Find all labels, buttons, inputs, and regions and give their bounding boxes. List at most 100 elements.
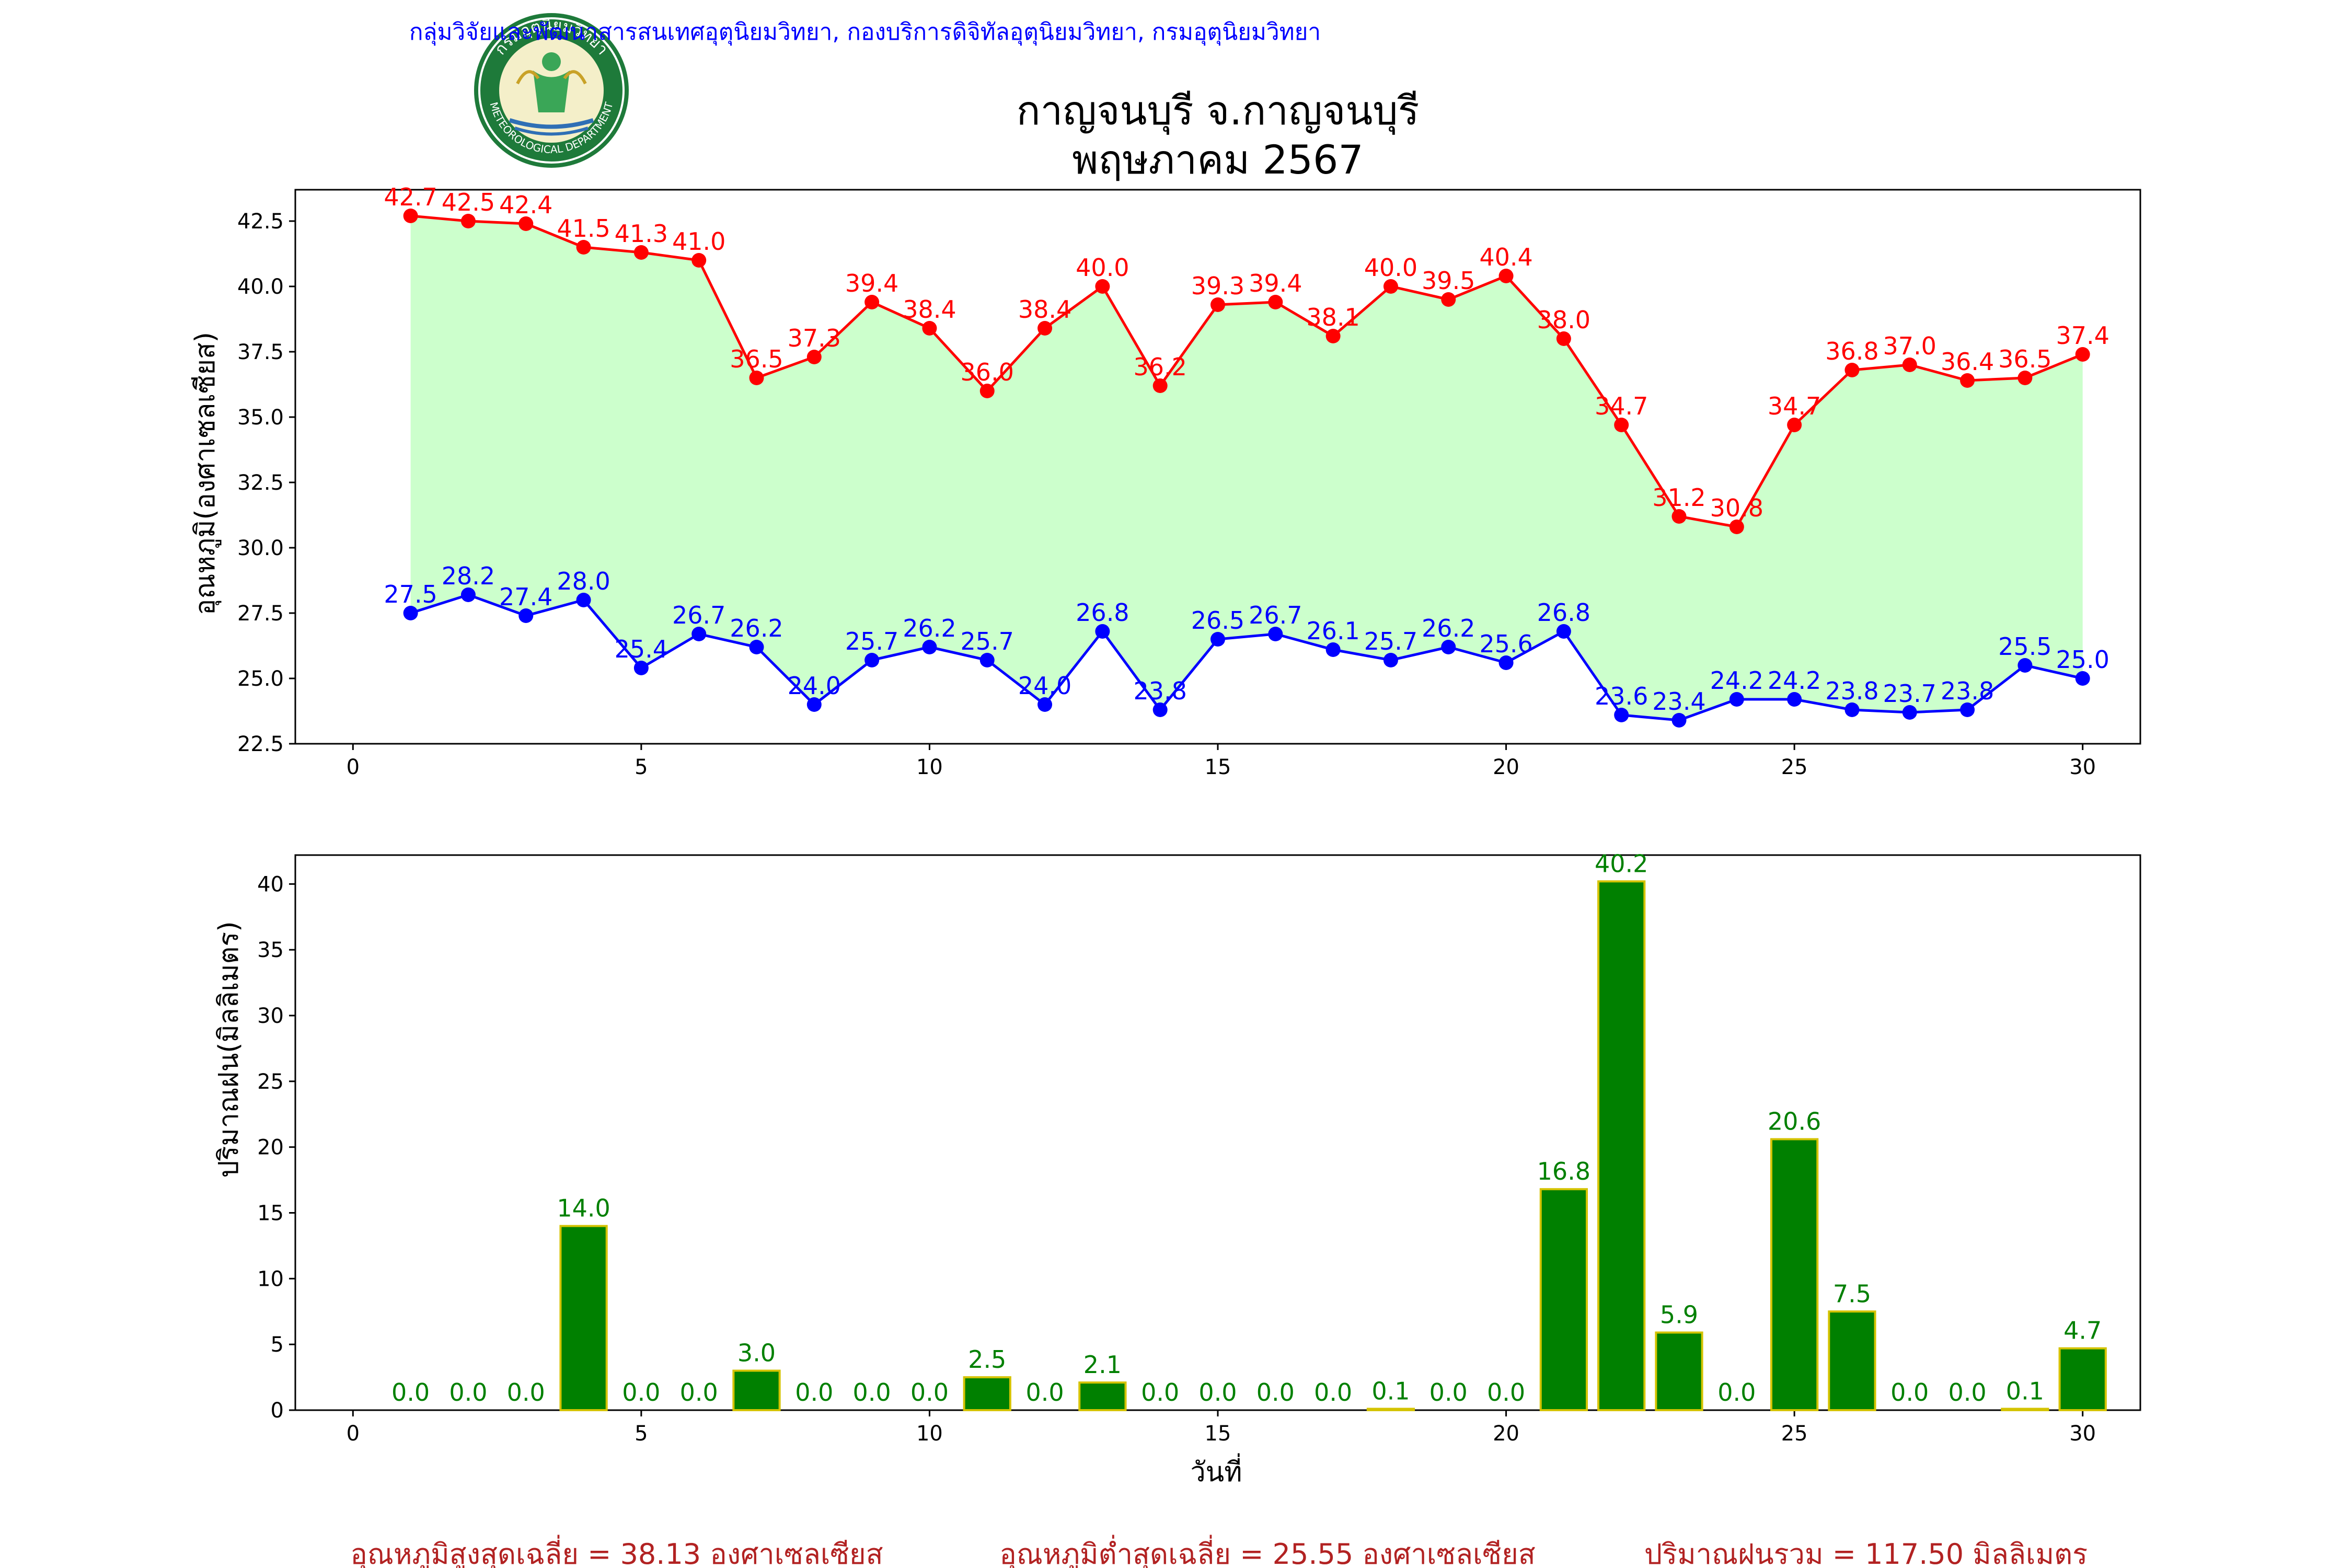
y-tick-label: 5 (271, 1333, 284, 1357)
rainfall-data-label: 0.0 (1890, 1378, 1929, 1406)
max-temperature-data-label: 42.4 (499, 191, 552, 219)
rainfall-bar (559, 1225, 608, 1411)
x-tick-label: 0 (347, 1422, 360, 1446)
x-tick-label: 10 (916, 755, 943, 779)
min-temperature-point (922, 640, 937, 654)
min-temperature-data-label: 23.7 (1883, 679, 1936, 708)
y-tick-label: 20 (257, 1136, 284, 1160)
y-tick-label: 0 (271, 1399, 284, 1423)
min-temperature-point (691, 627, 707, 641)
max-temperature-point (1787, 418, 1802, 432)
rainfall-data-label: 0.0 (449, 1378, 487, 1406)
max-temperature-data-label: 39.5 (1422, 267, 1475, 295)
rainfall-data-label: 0.0 (507, 1378, 545, 1406)
department-text: กลุ่มวิจัยและพัฒนาสารสนเทศอุตุนิยมวิทยา,… (409, 19, 1321, 46)
max-temperature-data-label: 40.0 (1076, 253, 1129, 282)
max-temperature-data-label: 40.4 (1479, 243, 1532, 271)
min-temperature-point (2017, 658, 2033, 673)
min-temperature-point (1614, 708, 1629, 722)
x-tick-label: 25 (1781, 1422, 1808, 1446)
max-temperature-data-label: 41.5 (557, 214, 610, 243)
chart-title-month: พฤษภาคม 2567 (1072, 136, 1364, 183)
rainfall-data-label: 5.9 (1660, 1301, 1698, 1329)
max-temperature-point (806, 350, 822, 364)
max-temperature-point (1614, 418, 1629, 432)
rainfall-data-label: 0.1 (2006, 1377, 2044, 1405)
rainfall-data-label: 16.8 (1537, 1157, 1590, 1185)
y-tick-label: 37.5 (237, 340, 284, 364)
rainfall-data-label: 0.0 (1314, 1378, 1352, 1406)
max-temperature-point (864, 295, 880, 309)
max-temperature-point (2017, 371, 2033, 385)
x-tick-label: 25 (1781, 755, 1808, 779)
temperature-axis-label: อุณหภูมิ(องศาเซลเซียส) (190, 332, 222, 615)
rainfall-axis-label: ปริมาณฝน(มิลลิเมตร) (213, 921, 245, 1178)
max-temperature-point (1037, 321, 1053, 336)
min-temperature-point (1210, 632, 1225, 647)
min-temperature-data-label: 25.7 (1364, 627, 1417, 655)
max-temperature-data-label: 31.2 (1652, 483, 1705, 512)
rainfall-data-label: 2.1 (1083, 1351, 1122, 1379)
max-temperature-point (1152, 378, 1168, 393)
max-temperature-data-label: 36.5 (1998, 345, 2051, 373)
max-temperature-data-label: 40.0 (1364, 253, 1417, 282)
min-temperature-point (1095, 624, 1110, 639)
rainfall-data-label: 7.5 (1833, 1279, 1871, 1308)
max-temperature-point (1844, 363, 1860, 377)
x-tick-label: 15 (1205, 1422, 1231, 1446)
rainfall-data-label: 0.0 (1256, 1378, 1295, 1406)
min-temperature-point (806, 697, 822, 712)
min-temperature-point (1498, 655, 1514, 670)
min-temperature-data-label: 26.8 (1537, 598, 1590, 627)
min-temperature-data-label: 25.6 (1479, 630, 1532, 658)
rainfall-data-label: 0.0 (1025, 1378, 1064, 1406)
min-temperature-point (1729, 692, 1744, 707)
max-temperature-point (403, 209, 418, 223)
max-temperature-data-label: 36.0 (961, 358, 1014, 386)
y-tick-label: 40 (257, 872, 284, 896)
min-temperature-point (1671, 713, 1687, 728)
day-axis-label: วันที่ (1190, 1453, 1242, 1488)
rainfall-bar (2058, 1347, 2107, 1412)
rainfall-bar (1828, 1310, 1876, 1411)
x-tick-label: 10 (916, 1422, 943, 1446)
rainfall-data-label: 3.0 (737, 1339, 776, 1367)
chart-title-station: กาญจนบุรี จ.กาญจนบุรี (1017, 87, 1420, 135)
max-temperature-point (460, 214, 476, 228)
max-temperature-point (518, 216, 534, 231)
max-temperature-point (1268, 295, 1283, 309)
max-temperature-point (1325, 329, 1341, 343)
x-tick-label: 20 (1493, 1422, 1519, 1446)
min-temperature-point (576, 593, 591, 607)
summary-avg-min: อุณหภูมิต่ำสุดเฉลี่ย = 25.55 องศาเซลเซีย… (999, 1535, 1535, 1568)
max-temperature-data-label: 38.4 (903, 295, 956, 324)
y-tick-label: 30.0 (237, 536, 284, 560)
max-temperature-point (749, 371, 764, 385)
min-temperature-point (1383, 653, 1398, 667)
min-temperature-data-label: 24.2 (1710, 666, 1763, 695)
max-temperature-data-label: 41.3 (615, 220, 668, 248)
max-temperature-data-label: 42.7 (384, 183, 437, 211)
temperature-range-fill (410, 216, 2083, 720)
max-temperature-point (922, 321, 937, 336)
min-temperature-data-label: 28.0 (557, 567, 610, 595)
x-tick-label: 0 (347, 755, 360, 779)
min-temperature-point (2075, 671, 2090, 686)
min-temperature-data-label: 23.8 (1825, 677, 1878, 705)
min-temperature-point (1268, 627, 1283, 641)
rainfall-data-label: 0.0 (795, 1378, 833, 1406)
max-temperature-data-label: 36.8 (1825, 337, 1878, 365)
min-temperature-data-label: 25.5 (1998, 632, 2051, 661)
rainfall-bar (1770, 1138, 1819, 1412)
temperature-chart: อุณหภูมิ(องศาเซลเซียส) 0 5 10 15 20 25 30 22.5 2… (190, 183, 2141, 779)
min-temperature-point (1556, 624, 1571, 639)
summary-total-rain: ปริมาณฝนรวม = 117.50 มิลลิเมตร (1644, 1538, 2088, 1568)
min-temperature-data-label: 23.8 (1133, 677, 1186, 705)
summary-avg-max: อุณหภูมิสูงสุดเฉลี่ย = 38.13 องศาเซลเซีย… (350, 1535, 883, 1568)
rainfall-data-label: 0.0 (391, 1378, 430, 1406)
x-tick-label: 5 (635, 1422, 648, 1446)
min-temperature-data-label: 24.0 (1018, 672, 1071, 700)
y-tick-label: 25 (257, 1070, 284, 1094)
min-temperature-point (1152, 702, 1168, 717)
